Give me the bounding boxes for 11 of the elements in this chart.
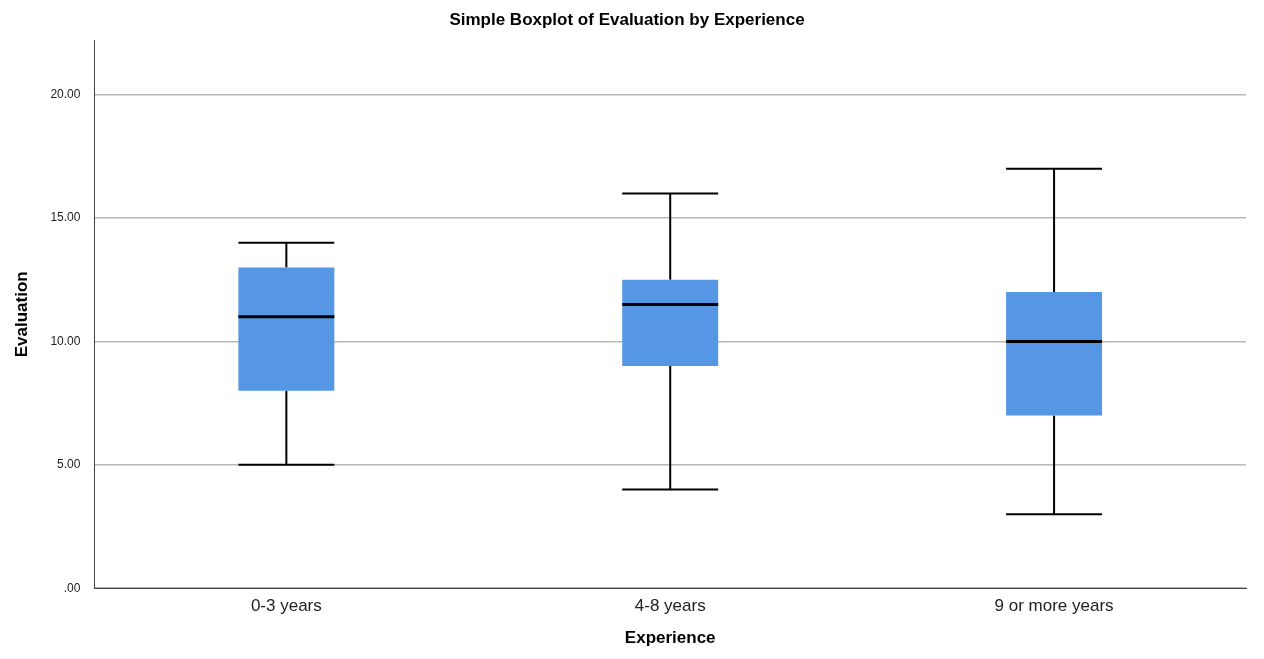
y-tick-label: .00 (63, 580, 81, 595)
x-tick-label: 4-8 years (634, 596, 706, 616)
y-tick-label: 15.00 (50, 210, 81, 225)
y-tick-label: 20.00 (50, 87, 81, 101)
y-tick-label: 10.00 (50, 333, 81, 348)
x-tick-label: 9 or more years (994, 596, 1114, 616)
y-axis-title: Evaluation (11, 271, 31, 358)
x-tick-label: 0-3 years (250, 596, 322, 616)
y-tick-label: 5.00 (57, 457, 81, 472)
chart-title: Simple Boxplot of Evaluation by Experience (449, 9, 805, 29)
x-axis-title: Experience (624, 628, 716, 648)
